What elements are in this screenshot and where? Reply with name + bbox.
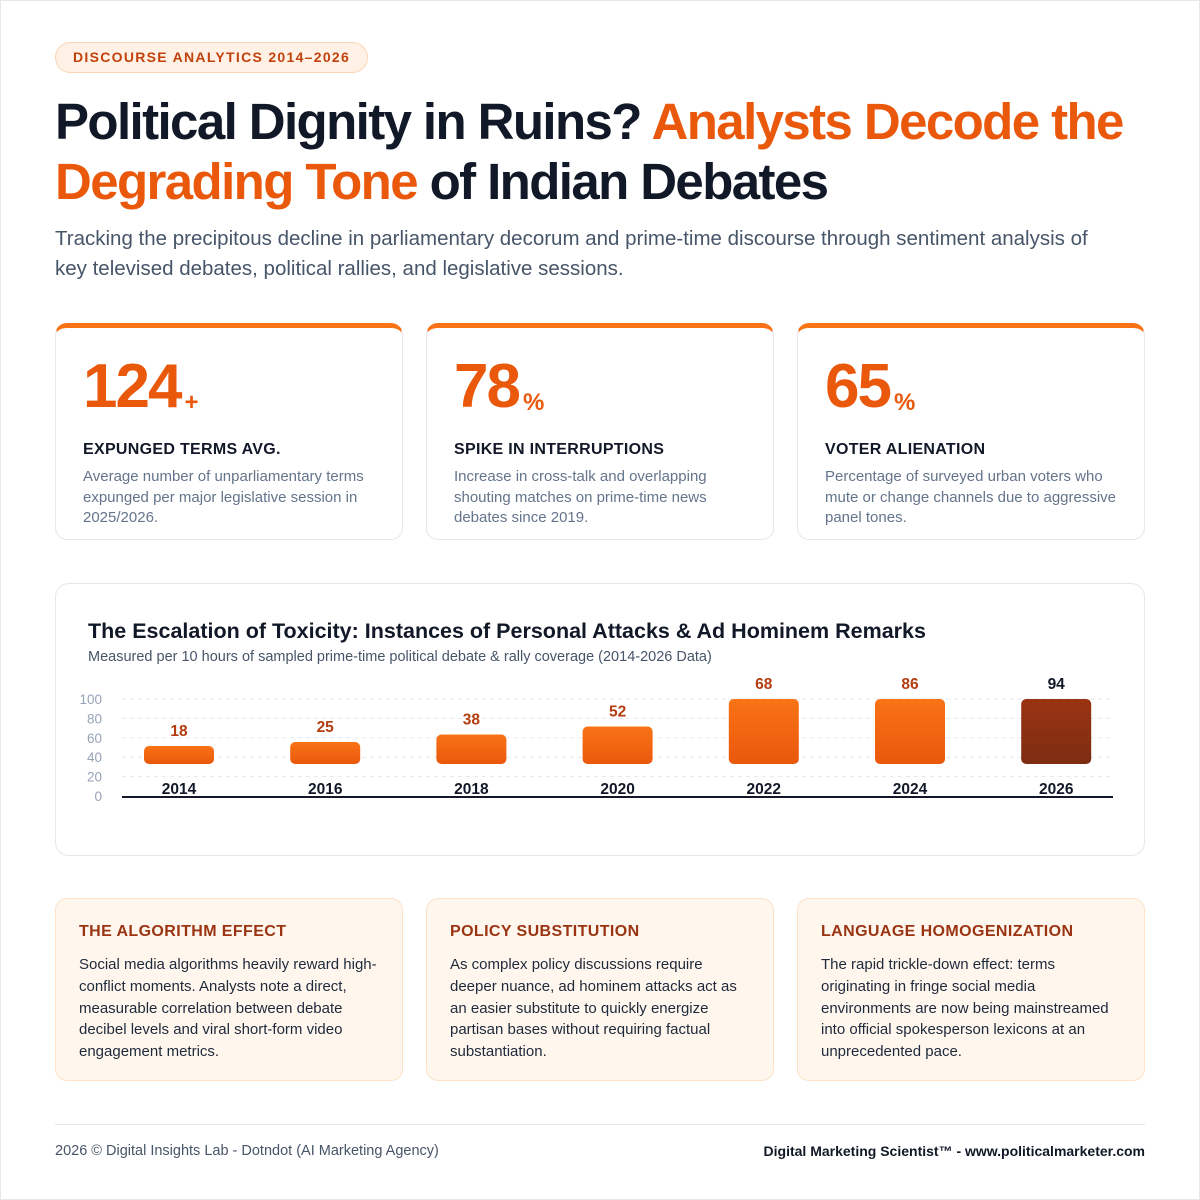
stat-label: VOTER ALIENATION [825, 441, 986, 458]
stat-card-voter-alienation: 65 % VOTER ALIENATION Percentage of surv… [797, 323, 1145, 540]
stat-card-interruptions: 78 % SPIKE IN INTERRUPTIONS Increase in … [426, 323, 774, 540]
stat-description: Percentage of surveyed urban voters who … [825, 468, 1117, 526]
bar-value-label: 86 [901, 676, 919, 693]
stat-label: EXPUNGED TERMS AVG. [83, 441, 281, 458]
insight-card-language: LANGUAGE HOMOGENIZATION The rapid trickl… [797, 898, 1145, 1081]
bar-value-label: 38 [463, 712, 481, 729]
stat-suffix: + [184, 389, 199, 416]
insight-title: THE ALGORITHM EFFECT [79, 923, 287, 940]
bar-2022 [728, 699, 799, 764]
stat-description: Average number of unparliamentary terms … [83, 468, 364, 526]
stat-value: 124 [83, 352, 182, 421]
stat-description: Increase in cross-talk and overlapping s… [454, 468, 707, 526]
headline-part-3: of Indian Debates [417, 153, 829, 210]
bar-value-label: 18 [170, 723, 188, 740]
x-tick-label: 2026 [1039, 781, 1074, 798]
stat-suffix: % [893, 389, 916, 416]
stat-card-expunged-terms: 124 + EXPUNGED TERMS AVG. Average number… [55, 323, 403, 540]
page-title: Political Dignity in Ruins? Analysts Dec… [55, 92, 1155, 212]
insight-body: As complex policy discussions require de… [450, 956, 737, 1061]
x-tick-label: 2022 [747, 781, 781, 798]
chart-card: The Escalation of Toxicity: Instances of… [55, 583, 1145, 856]
bar-2018 [436, 734, 507, 764]
category-badge: DISCOURSE ANALYTICS 2014–2026 [55, 42, 369, 73]
x-tick-label: 2020 [600, 781, 634, 798]
footer-copyright: 2026 © Digital Insights Lab - Dotndot (A… [55, 1143, 439, 1159]
bar-value-label: 25 [317, 719, 335, 736]
insight-card-algorithm: THE ALGORITHM EFFECT Social media algori… [55, 898, 403, 1081]
y-tick-label: 40 [87, 750, 102, 765]
y-tick-label: 60 [87, 731, 102, 746]
chart-subtitle: Measured per 10 hours of sampled prime-t… [88, 649, 712, 665]
stat-label: SPIKE IN INTERRUPTIONS [454, 441, 665, 458]
chart-title: The Escalation of Toxicity: Instances of… [88, 619, 926, 643]
bar-2026 [1021, 699, 1092, 764]
insight-title: POLICY SUBSTITUTION [450, 923, 640, 940]
x-tick-label: 2018 [454, 781, 489, 798]
insight-body: The rapid trickle-down effect: terms ori… [821, 956, 1109, 1061]
headline-accent: Analysts Decode the Degrading Tone [55, 93, 1124, 210]
footer-credit: Digital Marketing Scientist™ - www.polit… [763, 1143, 1145, 1159]
insight-body: Social media algorithms heavily reward h… [79, 956, 377, 1061]
footer-divider [55, 1124, 1145, 1125]
insight-title: LANGUAGE HOMOGENIZATION [821, 923, 1074, 940]
stat-value: 65 [825, 352, 892, 421]
bar-value-label: 52 [609, 704, 626, 721]
y-tick-label: 0 [94, 789, 102, 804]
y-tick-label: 20 [87, 770, 102, 785]
bar-2016 [290, 742, 361, 764]
bar-2024 [875, 699, 945, 764]
y-tick-label: 100 [79, 692, 102, 707]
x-tick-label: 2014 [162, 781, 197, 798]
y-tick-label: 80 [87, 711, 102, 726]
bar-2020 [582, 726, 653, 764]
bar-2014 [144, 746, 214, 764]
page-subtitle: Tracking the precipitous decline in parl… [55, 227, 1088, 280]
x-tick-label: 2016 [308, 781, 343, 798]
bar-value-label: 68 [755, 676, 773, 693]
bar-chart: 100 80 60 40 20 0 18 2014 25 2016 38 2018 52 2020 68 20… [79, 676, 1113, 804]
stat-value: 78 [454, 352, 521, 421]
insight-card-policy: POLICY SUBSTITUTION As complex policy di… [426, 898, 774, 1081]
headline-part-1: Political Dignity in Ruins? [55, 93, 652, 150]
x-tick-label: 2024 [893, 781, 928, 798]
bar-value-label: 94 [1048, 676, 1066, 693]
stat-suffix: % [522, 389, 545, 416]
